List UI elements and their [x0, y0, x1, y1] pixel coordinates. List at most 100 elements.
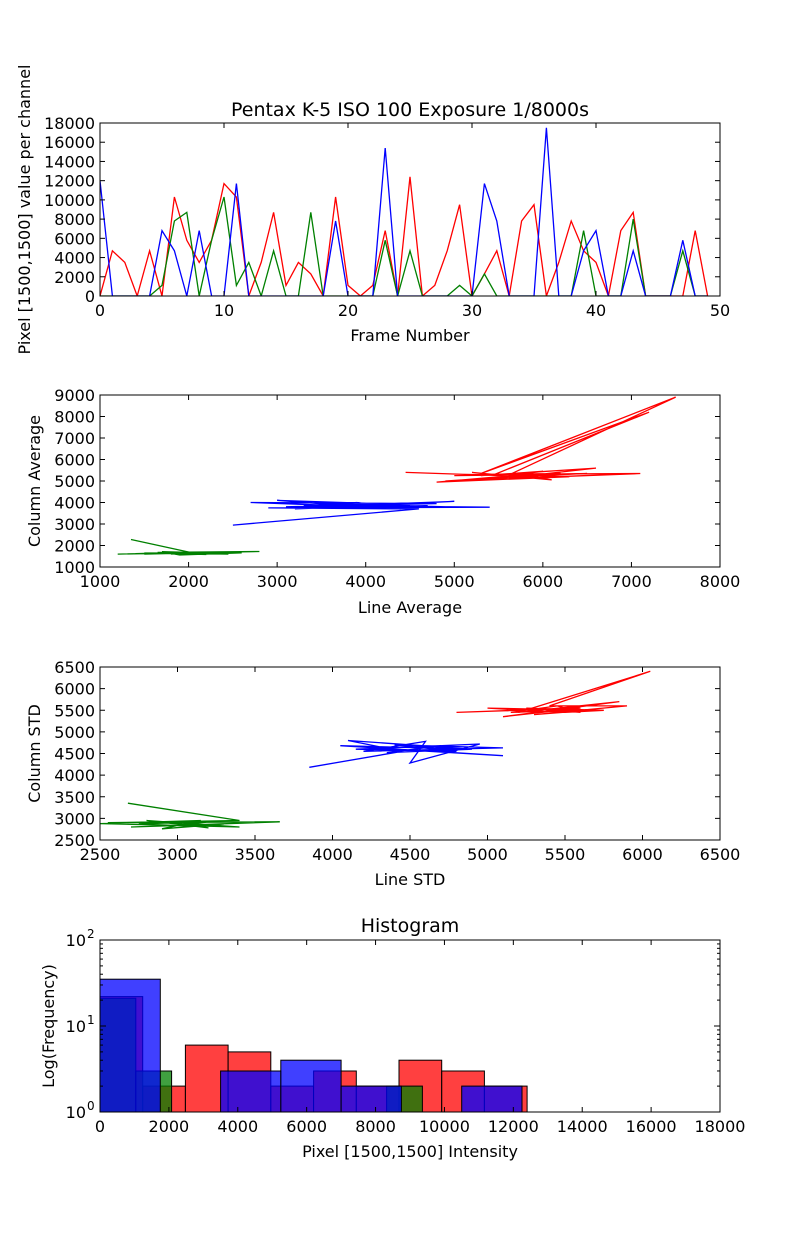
x-tick-label: 10000: [419, 1117, 470, 1136]
x-tick-label: 6000: [622, 845, 663, 864]
x-tick-label: 14000: [557, 1117, 608, 1136]
y-tick-label-exponent: 2: [87, 927, 95, 941]
y-tick-label-base: 10: [66, 931, 86, 950]
chart-1: 0 10 20 30 40 50 02000400060008000100001200014…: [15, 65, 730, 355]
y-axis-label: Log(Frequency): [39, 964, 58, 1088]
x-tick-label: 1000: [80, 572, 121, 591]
x-axis-label: Frame Number: [350, 326, 470, 345]
y-axis-label: Column Average: [25, 415, 44, 547]
x-tick-label: 5000: [434, 572, 475, 591]
y-tick-label: 3500: [54, 788, 95, 807]
x-tick-label: 2000: [168, 572, 209, 591]
x-tick-label: 3000: [157, 845, 198, 864]
chart-title: Histogram: [361, 915, 460, 937]
x-tick-label: 8000: [355, 1117, 396, 1136]
x-tick-label: 4000: [312, 845, 353, 864]
y-axis-label: Pixel [1500,1500] value per channel: [15, 65, 34, 355]
x-tick-label: 30: [462, 301, 482, 320]
x-axis-label: Pixel [1500,1500] Intensity: [302, 1142, 518, 1161]
histogram-bar-blue-4: [340, 1085, 402, 1112]
histogram-bar-blue-0: [100, 978, 161, 1112]
x-tick-label: 0: [95, 301, 105, 320]
x-tick-label: 20: [338, 301, 358, 320]
y-tick-label: 2000: [54, 268, 95, 287]
y-tick-label: 6000: [54, 451, 95, 470]
y-tick-label: 6000: [54, 229, 95, 248]
chart-4: 0 2000 4000 6000 8000 10000 12000 14000 16000 180…: [39, 915, 745, 1161]
series-line-red: [100, 176, 709, 296]
y-tick-label: 8000: [54, 408, 95, 427]
series-line-blue: [100, 127, 708, 296]
chart-2: 1000 2000 3000 4000 5000 6000 7000 8000 1000 2000…: [25, 386, 740, 617]
x-tick-label: 40: [586, 301, 606, 320]
x-tick-label: 6000: [286, 1117, 327, 1136]
plot-area: [117, 396, 676, 556]
series-line-red: [456, 670, 651, 718]
y-tick-label-exponent: 0: [87, 1099, 95, 1113]
y-tick-label: 2000: [54, 537, 95, 556]
chart-title: Pentax K-5 ISO 100 Exposure 1/8000s: [231, 99, 589, 121]
y-tick-label: 5000: [54, 472, 95, 491]
series-line-green: [100, 196, 708, 296]
x-tick-label: 4000: [345, 572, 386, 591]
x-axis-label: Line Average: [358, 598, 462, 617]
x-tick-label: 8000: [700, 572, 741, 591]
x-tick-label: 16000: [626, 1117, 677, 1136]
x-tick-label: 3000: [257, 572, 298, 591]
y-tick-label: 8000: [54, 210, 95, 229]
series-line-red: [405, 396, 676, 483]
y-tick-label: 5500: [54, 701, 95, 720]
y-tick-label: 10000: [44, 191, 95, 210]
x-tick-label: 0: [95, 1117, 105, 1136]
x-tick-label: 10: [214, 301, 234, 320]
y-tick-label: 16000: [44, 133, 95, 152]
y-tick-label: 3000: [54, 515, 95, 534]
axes-frame: [99, 122, 721, 297]
x-tick-label: 2000: [149, 1117, 190, 1136]
y-tick-label: 1000: [54, 558, 95, 577]
y-tick-label: 4000: [54, 494, 95, 513]
y-tick-label: 7000: [54, 429, 95, 448]
y-tick-label: 4000: [54, 766, 95, 785]
series-line-green: [100, 802, 280, 830]
y-tick-label: 5000: [54, 723, 95, 742]
y-axis-label: Column STD: [25, 704, 44, 803]
x-tick-label: 3500: [235, 845, 276, 864]
axes-frame: [99, 666, 721, 841]
x-tick-label: 6000: [522, 572, 563, 591]
x-tick-label: 2500: [80, 845, 121, 864]
x-tick-label: 7000: [611, 572, 652, 591]
y-tick-label: 4000: [54, 249, 95, 268]
y-tick-label-base: 10: [66, 1017, 86, 1036]
histogram-bar-blue-2: [220, 1070, 282, 1112]
x-tick-label: 5500: [545, 845, 586, 864]
y-tick-label: 4500: [54, 745, 95, 764]
x-tick-label: 6500: [700, 845, 741, 864]
plot-area: [100, 127, 709, 296]
y-tick-label: 9000: [54, 386, 95, 405]
x-tick-label: 5000: [467, 845, 508, 864]
y-tick-label-base: 10: [66, 1103, 86, 1122]
y-tick-label: 18000: [44, 114, 95, 133]
series-line-green: [117, 538, 260, 556]
y-tick-label: 12000: [44, 172, 95, 191]
plot-area: [100, 978, 528, 1112]
chart-3: 2500 3000 3500 4000 4500 5000 5500 6000 6500 2500…: [25, 658, 740, 889]
y-tick-label-exponent: 1: [87, 1013, 95, 1027]
y-tick-label: 14000: [44, 152, 95, 171]
x-tick-label: 12000: [488, 1117, 539, 1136]
y-tick-label: 2500: [54, 831, 95, 850]
x-tick-label: 4000: [217, 1117, 258, 1136]
y-tick-label: 6500: [54, 658, 95, 677]
series-line-blue: [232, 499, 490, 526]
y-tick-label: 0: [85, 287, 95, 306]
series-line-blue: [309, 739, 504, 768]
x-tick-label: 4500: [390, 845, 431, 864]
y-tick-label: 3000: [54, 809, 95, 828]
histogram-bar-blue-3: [280, 1059, 342, 1112]
x-tick-label: 50: [710, 301, 730, 320]
plot-area: [100, 670, 651, 830]
y-tick-label: 6000: [54, 680, 95, 699]
x-tick-label: 18000: [695, 1117, 746, 1136]
